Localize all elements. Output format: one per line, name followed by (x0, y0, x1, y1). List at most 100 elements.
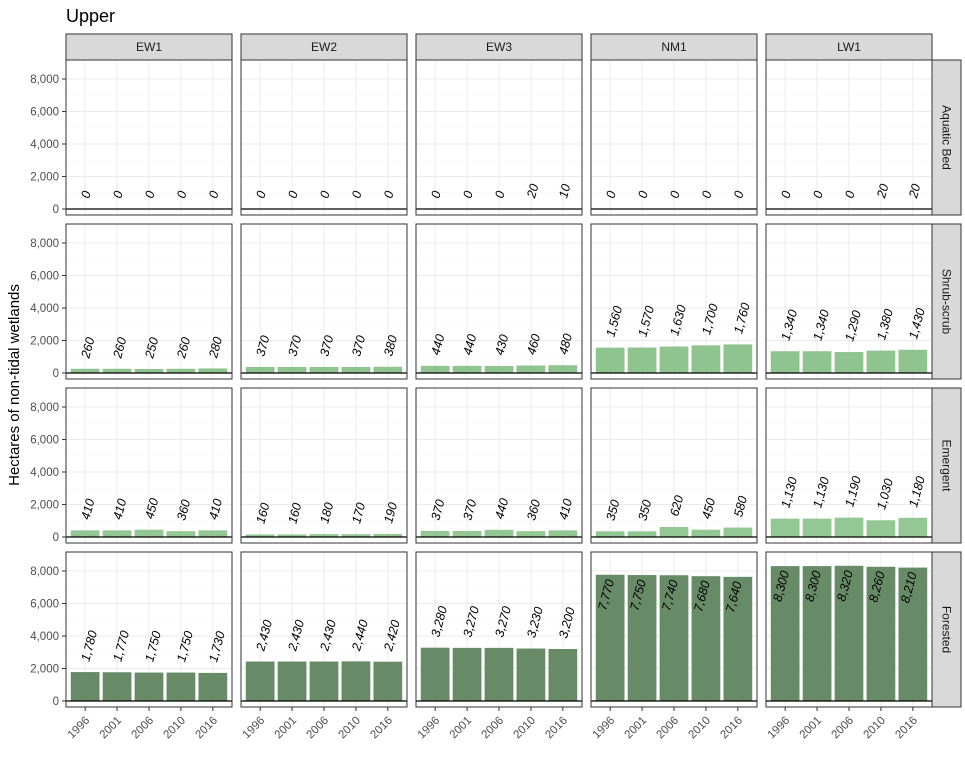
y-tick-label: 0 (53, 204, 59, 216)
x-tick-label-1996: 1996 (766, 715, 793, 742)
bar-ew2-shrub-scrub-2016 (373, 366, 403, 373)
bar-ew3-forested-2001 (452, 647, 482, 701)
panel-border-ew1-aquatic-bed (65, 59, 233, 216)
bar-lw1-forested-2016 (898, 567, 928, 701)
bar-ew1-emergent-2001 (102, 530, 132, 537)
x-tick-label-2010: 2010 (861, 715, 888, 742)
bar-ew2-forested-1996 (245, 661, 275, 701)
strip-label-ew3: EW3 (486, 40, 512, 54)
strip-shrub-scrub (931, 223, 962, 380)
chart-title: Upper (66, 6, 115, 26)
bar-ew3-emergent-2010 (516, 531, 546, 537)
bar-nm1-emergent-2001 (627, 531, 657, 537)
bar-lw1-shrub-scrub-2016 (898, 349, 928, 373)
bar-lw1-shrub-scrub-2006 (834, 352, 864, 373)
value-label-nm1-aquatic-bed-2010: 0 (699, 189, 714, 199)
value-label-ew1-emergent-2016: 410 (206, 497, 225, 521)
value-label-ew1-emergent-2006: 450 (142, 497, 161, 521)
value-label-ew2-aquatic-bed-1996: 0 (254, 189, 269, 199)
bar-ew1-emergent-2006 (134, 529, 164, 537)
bar-ew3-shrub-scrub-2016 (548, 365, 578, 373)
value-label-ew1-shrub-scrub-2016: 280 (206, 335, 225, 360)
x-tick-label-1996: 1996 (241, 715, 268, 742)
bar-ew1-forested-2016 (198, 672, 228, 701)
bar-ew1-emergent-2010 (166, 531, 196, 537)
bar-ew1-forested-2006 (134, 672, 164, 701)
bar-ew1-shrub-scrub-2010 (166, 368, 196, 373)
bar-ew2-forested-2006 (309, 661, 339, 701)
value-label-ew2-emergent-2001: 160 (285, 501, 304, 525)
value-label-ew1-shrub-scrub-2006: 250 (142, 336, 161, 361)
bar-ew3-shrub-scrub-1996 (420, 365, 450, 373)
y-tick-label: 2,000 (30, 172, 59, 184)
bar-nm1-forested-2016 (723, 576, 753, 701)
strip-label-nm1: NM1 (661, 40, 687, 54)
bar-lw1-emergent-2001 (802, 518, 832, 537)
value-label-ew2-shrub-scrub-2010: 370 (349, 334, 368, 358)
panel-border-nm1-aquatic-bed (590, 59, 758, 216)
x-tick-label-2006: 2006 (655, 715, 682, 742)
value-label-lw1-aquatic-bed-2001: 0 (810, 189, 825, 199)
bar-ew1-shrub-scrub-2006 (134, 368, 164, 373)
value-label-nm1-aquatic-bed-2006: 0 (667, 189, 682, 199)
strip-label-shrub-scrub: Shrub-scrub (940, 269, 954, 335)
value-label-ew2-aquatic-bed-2010: 0 (349, 189, 364, 199)
y-tick-label: 6,000 (30, 435, 59, 447)
bar-nm1-emergent-2006 (659, 526, 689, 537)
panel-border-ew3-emergent (415, 387, 583, 544)
strip-ew2 (240, 33, 408, 61)
bar-lw1-shrub-scrub-1996 (770, 351, 800, 373)
bar-lw1-emergent-1996 (770, 518, 800, 537)
bar-ew1-shrub-scrub-1996 (70, 368, 100, 373)
bar-ew3-emergent-1996 (420, 530, 450, 537)
bar-ew2-shrub-scrub-2001 (277, 366, 307, 373)
bar-nm1-emergent-2010 (691, 529, 721, 537)
value-label-ew3-emergent-2006: 440 (492, 497, 511, 521)
bar-ew2-shrub-scrub-2006 (309, 366, 339, 373)
x-tick-label-2016: 2016 (368, 715, 395, 742)
x-tick-label-2006: 2006 (830, 715, 857, 742)
value-label-ew2-shrub-scrub-2016: 380 (381, 334, 400, 358)
bar-nm1-shrub-scrub-2010 (691, 345, 721, 373)
value-label-ew1-aquatic-bed-2010: 0 (174, 189, 189, 199)
bar-ew3-shrub-scrub-2006 (484, 366, 514, 373)
strip-label-lw1: LW1 (837, 40, 861, 54)
bar-ew2-forested-2010 (341, 661, 371, 701)
y-tick-label: 0 (53, 532, 59, 544)
y-tick-label: 4,000 (30, 139, 59, 151)
bar-lw1-shrub-scrub-2001 (802, 351, 832, 373)
x-tick-label-1996: 1996 (416, 715, 443, 742)
value-label-nm1-emergent-2006: 620 (667, 494, 686, 518)
value-label-nm1-aquatic-bed-2016: 0 (731, 189, 746, 199)
value-label-ew1-aquatic-bed-1996: 0 (79, 189, 94, 199)
value-label-ew3-shrub-scrub-2010: 460 (524, 332, 543, 356)
bar-nm1-shrub-scrub-2006 (659, 346, 689, 373)
value-label-ew3-shrub-scrub-1996: 440 (429, 333, 448, 357)
bar-ew3-shrub-scrub-2010 (516, 365, 546, 373)
strip-label-emergent: Emergent (940, 439, 954, 492)
value-label-nm1-emergent-2001: 350 (635, 498, 654, 522)
value-label-nm1-aquatic-bed-2001: 0 (635, 189, 650, 199)
y-tick-label: 2,000 (30, 664, 59, 676)
x-tick-label-1996: 1996 (66, 715, 93, 742)
value-label-ew2-aquatic-bed-2001: 0 (285, 189, 300, 199)
x-tick-label-2001: 2001 (798, 715, 825, 742)
bar-lw1-forested-1996 (770, 566, 800, 701)
value-label-ew1-shrub-scrub-1996: 260 (78, 336, 97, 361)
value-label-lw1-aquatic-bed-2016: 20 (906, 182, 923, 200)
x-tick-label-2006: 2006 (130, 715, 157, 742)
bar-ew2-emergent-1996 (245, 534, 275, 537)
x-tick-label-2001: 2001 (623, 715, 650, 742)
value-label-ew2-shrub-scrub-1996: 370 (254, 334, 273, 358)
bar-nm1-emergent-1996 (595, 531, 625, 537)
bar-lw1-emergent-2006 (834, 517, 864, 537)
bar-ew2-forested-2001 (277, 661, 307, 701)
panel-border-lw1-aquatic-bed (765, 59, 933, 216)
bar-ew3-emergent-2001 (452, 530, 482, 537)
bar-ew1-shrub-scrub-2016 (198, 368, 228, 373)
value-label-ew3-emergent-2016: 410 (556, 497, 575, 521)
bar-nm1-forested-1996 (595, 574, 625, 701)
bar-lw1-emergent-2016 (898, 517, 928, 537)
y-axis-label: Hectares of non-tidal wetlands (6, 284, 23, 486)
bar-ew2-emergent-2001 (277, 534, 307, 537)
